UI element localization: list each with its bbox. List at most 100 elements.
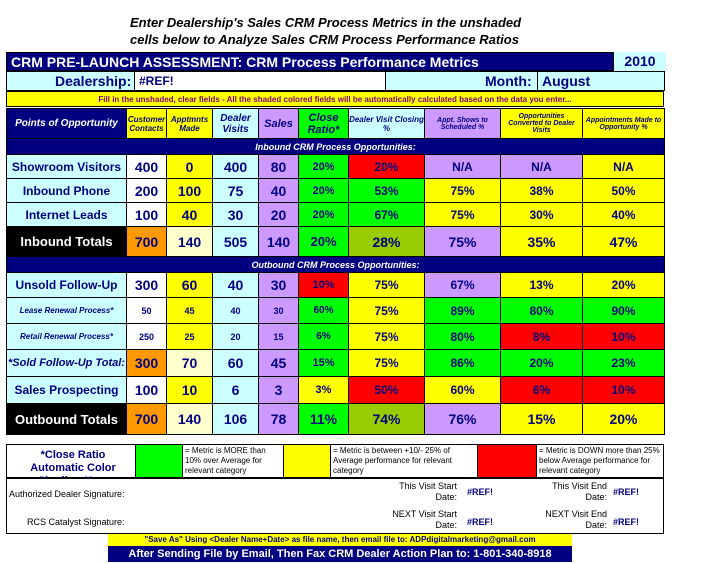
cell-dealer-visits[interactable]: 40 xyxy=(212,297,259,324)
cell-opp-converted: 20% xyxy=(500,349,583,377)
dealership-field[interactable]: #REF! xyxy=(134,71,386,91)
cell-appt-made-opp: 20% xyxy=(582,272,665,298)
cell-apptmnts-made[interactable]: 100 xyxy=(166,178,213,203)
cell-customer-contacts: 700 xyxy=(126,226,167,257)
cell-appt-shows: 75% xyxy=(424,202,501,227)
cell-dealer-visits: 505 xyxy=(212,226,259,257)
inbound-section-header: Inbound CRM Process Opportunities: xyxy=(6,138,665,155)
month-field[interactable]: August xyxy=(537,71,665,91)
cell-dv-closing: 75% xyxy=(348,349,425,377)
cell-appt-made-opp: 10% xyxy=(582,376,665,404)
cell-dealer-visits[interactable]: 30 xyxy=(212,202,259,227)
outbound-totals-row: Outbound Totals 700 140 106 78 11% 74% 7… xyxy=(6,403,665,435)
cell-sales[interactable]: 3 xyxy=(258,376,299,404)
row-label: Inbound Totals xyxy=(6,226,127,257)
rcs-signature-label: RCS Catalyst Signature: xyxy=(27,517,125,527)
cell-sales[interactable]: 80 xyxy=(258,154,299,179)
cell-appt-shows: 60% xyxy=(424,376,501,404)
cell-close-ratio: 3% xyxy=(298,376,349,404)
metrics-table: Points of Opportunity Customer Contacts … xyxy=(6,108,665,435)
cell-dv-closing: 75% xyxy=(348,272,425,298)
cell-dv-closing: 20% xyxy=(348,154,425,179)
cell-customer-contacts[interactable]: 50 xyxy=(126,297,167,324)
table-row: Showroom Visitors 400 0 400 80 20% 20% N… xyxy=(6,154,665,179)
col-dealer-visits: Dealer Visits xyxy=(212,108,259,139)
cell-apptmnts-made[interactable]: 25 xyxy=(166,323,213,350)
cell-dealer-visits[interactable]: 20 xyxy=(212,323,259,350)
instructions: Enter Dealership's Sales CRM Process Met… xyxy=(130,14,570,48)
next-visit-start-label: NEXT Visit Start Date: xyxy=(392,509,457,530)
cell-apptmnts-made[interactable]: 40 xyxy=(166,202,213,227)
year-cell: 2010 xyxy=(613,52,666,71)
cell-appt-shows: 75% xyxy=(424,226,501,257)
cell-opp-converted: 8% xyxy=(500,323,583,350)
cell-close-ratio: 15% xyxy=(298,349,349,377)
cell-appt-shows: N/A xyxy=(424,154,501,179)
header-row: Points of Opportunity Customer Contacts … xyxy=(6,108,665,139)
col-customer-contacts: Customer Contacts xyxy=(126,108,167,139)
cell-dv-closing: 50% xyxy=(348,376,425,404)
table-row: Sales Prospecting 100 10 6 3 3% 50% 60% … xyxy=(6,376,665,404)
fill-note: Fill in the unshaded, clear fields - All… xyxy=(6,91,664,107)
cell-appt-made-opp: 23% xyxy=(582,349,665,377)
row-label: Sales Prospecting xyxy=(6,376,127,404)
this-visit-start-value[interactable]: #REF! xyxy=(467,487,494,497)
instructions-line-1: Enter Dealership's Sales CRM Process Met… xyxy=(130,15,522,30)
cell-dv-closing: 74% xyxy=(348,403,425,435)
fax-note: After Sending File by Email, Then Fax CR… xyxy=(108,546,572,562)
table-row: Internet Leads 100 40 30 20 20% 67% 75% … xyxy=(6,202,665,227)
cell-dealer-visits[interactable]: 6 xyxy=(212,376,259,404)
cell-opp-converted: 38% xyxy=(500,178,583,203)
cell-dealer-visits: 106 xyxy=(212,403,259,435)
cell-close-ratio: 6% xyxy=(298,323,349,350)
next-visit-start-value[interactable]: #REF! xyxy=(467,517,494,527)
legend-between: = Metric is between +10/- 25% of Average… xyxy=(333,446,453,475)
cell-apptmnts-made[interactable]: 45 xyxy=(166,297,213,324)
cell-appt-made-opp: N/A xyxy=(582,154,665,179)
save-as-note: "Save As" Using <Dealer Name+Date> as fi… xyxy=(108,534,572,546)
col-sales: Sales xyxy=(258,108,299,139)
cell-dealer-visits[interactable]: 75 xyxy=(212,178,259,203)
cell-dealer-visits[interactable]: 40 xyxy=(212,272,259,298)
cell-close-ratio: 20% xyxy=(298,202,349,227)
cell-opp-converted: 80% xyxy=(500,297,583,324)
this-visit-end-value[interactable]: #REF! xyxy=(613,487,640,497)
col-close-ratio: Close Ratio* xyxy=(298,108,349,139)
cell-sales[interactable]: 30 xyxy=(258,272,299,298)
col-points: Points of Opportunity xyxy=(6,108,127,139)
cell-sales[interactable]: 20 xyxy=(258,202,299,227)
cell-opp-converted: 30% xyxy=(500,202,583,227)
month-label: Month: xyxy=(485,73,532,89)
cell-customer-contacts[interactable]: 300 xyxy=(126,272,167,298)
cell-sales[interactable]: 15 xyxy=(258,323,299,350)
cell-sales[interactable]: 40 xyxy=(258,178,299,203)
cell-apptmnts-made: 140 xyxy=(166,403,213,435)
next-visit-end-value[interactable]: #REF! xyxy=(613,517,640,527)
cell-opp-converted: 6% xyxy=(500,376,583,404)
cell-customer-contacts[interactable]: 100 xyxy=(126,202,167,227)
row-label: Retail Renewal Process* xyxy=(6,323,127,350)
cell-customer-contacts[interactable]: 100 xyxy=(126,376,167,404)
cell-appt-shows: 86% xyxy=(424,349,501,377)
cell-apptmnts-made[interactable]: 10 xyxy=(166,376,213,404)
cell-dv-closing: 75% xyxy=(348,323,425,350)
cell-customer-contacts[interactable]: 400 xyxy=(126,154,167,179)
cell-appt-made-opp: 47% xyxy=(582,226,665,257)
cell-appt-shows: 80% xyxy=(424,323,501,350)
cell-apptmnts-made[interactable]: 0 xyxy=(166,154,213,179)
cell-dv-closing: 67% xyxy=(348,202,425,227)
cell-appt-shows: 75% xyxy=(424,178,501,203)
cell-sales[interactable]: 30 xyxy=(258,297,299,324)
cell-dv-closing: 28% xyxy=(348,226,425,257)
cell-apptmnts-made[interactable]: 60 xyxy=(166,272,213,298)
cell-customer-contacts[interactable]: 200 xyxy=(126,178,167,203)
signature-block: Authorized Dealer Signature: This Visit … xyxy=(6,478,664,534)
dealer-row: Dealership: #REF! Month: August xyxy=(6,71,665,91)
cell-opp-converted: 35% xyxy=(500,226,583,257)
cell-dealer-visits[interactable]: 400 xyxy=(212,154,259,179)
cell-sales: 140 xyxy=(258,226,299,257)
cell-customer-contacts[interactable]: 250 xyxy=(126,323,167,350)
cell-close-ratio: 10% xyxy=(298,272,349,298)
cell-close-ratio: 20% xyxy=(298,178,349,203)
cell-close-ratio: 11% xyxy=(298,403,349,435)
